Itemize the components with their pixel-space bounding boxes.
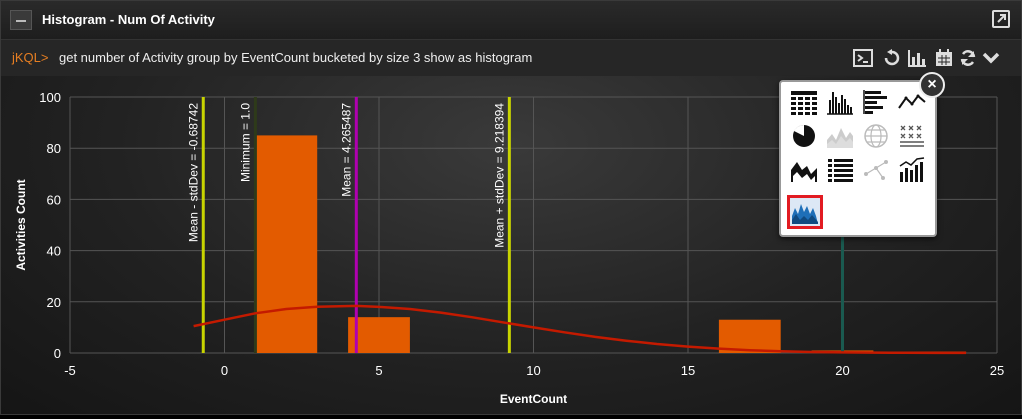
column-chart-icon[interactable] [825, 88, 855, 116]
area-chart-icon[interactable] [789, 156, 819, 184]
y-tick-label: 20 [47, 295, 61, 310]
x-axis-label: EventCount [500, 392, 567, 406]
query-text[interactable]: get number of Activity group by EventCou… [59, 50, 533, 65]
bar-chart-icon[interactable] [907, 49, 927, 67]
x-tick-label: -5 [64, 363, 76, 378]
reference-line-label: Mean - stdDev = -0.68742 [186, 103, 200, 242]
x-tick-label: 10 [526, 363, 540, 378]
scatter-matrix-icon[interactable] [897, 122, 927, 150]
reference-line-label: Mean + stdDev = 9.218394 [492, 103, 506, 248]
x-tick-label: 5 [375, 363, 382, 378]
x-tick-label: 20 [835, 363, 849, 378]
line-chart-icon[interactable] [897, 88, 927, 116]
reference-line-label: Mean = 4.265487 [339, 103, 353, 197]
reference-line-label: Minimum = 1.0 [238, 103, 252, 182]
y-tick-label: 40 [47, 244, 61, 259]
undo-icon[interactable] [883, 49, 901, 67]
network-icon[interactable] [861, 156, 891, 184]
chevron-down-icon[interactable] [981, 49, 1001, 67]
y-axis-label: Activities Count [14, 179, 28, 270]
refresh-icon[interactable] [959, 49, 977, 67]
popout-icon[interactable] [992, 10, 1010, 28]
chart-type-picker: × [779, 72, 945, 237]
y-tick-label: 100 [39, 90, 61, 105]
x-tick-label: 0 [221, 363, 228, 378]
distribution-curve [193, 304, 967, 355]
pie-chart-icon[interactable] [789, 122, 819, 150]
histogram-chart-icon[interactable] [787, 195, 823, 229]
query-prompt: jKQL> [12, 50, 49, 65]
console-icon[interactable] [853, 49, 873, 67]
bar-chart-type-icon[interactable] [861, 88, 891, 116]
calendar-icon[interactable] [935, 49, 953, 67]
list-icon[interactable] [825, 156, 855, 184]
histogram-bar [718, 319, 781, 353]
title-bar: Histogram - Num Of Activity [1, 1, 1021, 40]
query-bar: jKQL> get number of Activity group by Ev… [1, 40, 1021, 76]
bar-line-combo-icon[interactable] [897, 156, 927, 184]
table-chart-icon[interactable] [789, 88, 819, 116]
widget-title: Histogram - Num Of Activity [42, 12, 215, 27]
x-tick-label: 15 [681, 363, 695, 378]
y-tick-label: 80 [47, 141, 61, 156]
close-icon[interactable]: × [919, 72, 945, 98]
x-tick-label: 25 [990, 363, 1004, 378]
stacked-area-chart-icon[interactable] [825, 122, 855, 150]
histogram-bar [255, 135, 318, 353]
y-tick-label: 60 [47, 192, 61, 207]
collapse-button[interactable] [10, 10, 32, 30]
y-tick-label: 0 [54, 346, 61, 361]
globe-icon[interactable] [861, 122, 891, 150]
histogram-bar [348, 317, 410, 353]
